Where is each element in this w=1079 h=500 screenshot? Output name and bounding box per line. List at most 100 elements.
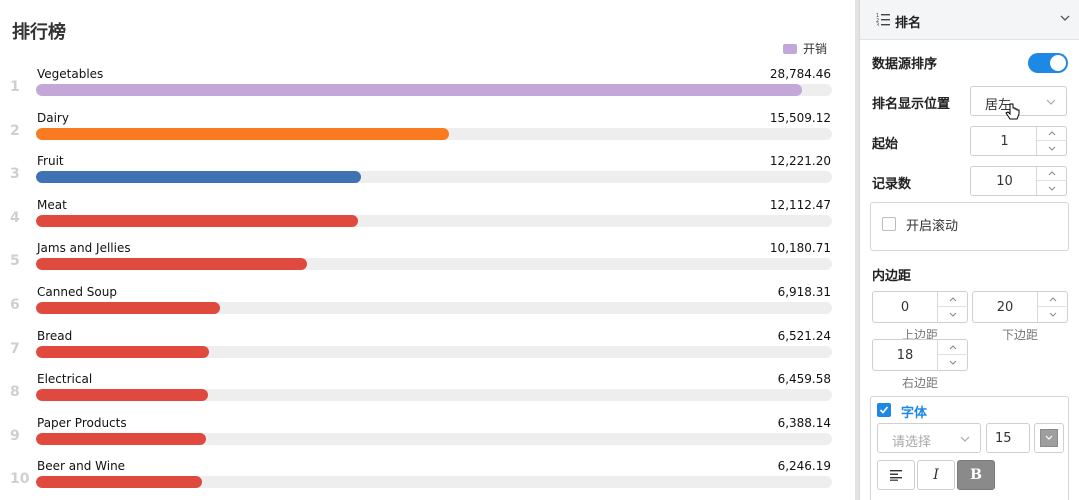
rank-value-label: 6,459.58 bbox=[777, 372, 831, 387]
bar-track bbox=[36, 127, 832, 140]
ranking-section-header[interactable]: 1 2 3 排名 bbox=[860, 0, 1079, 40]
rank-number: 10 bbox=[10, 471, 30, 488]
bar-track bbox=[36, 258, 832, 271]
padding-top-stepper[interactable]: 0 bbox=[872, 291, 968, 323]
increment-button[interactable] bbox=[938, 340, 968, 355]
increment-button[interactable] bbox=[1037, 127, 1067, 141]
font-family-placeholder: 请选择 bbox=[892, 435, 932, 450]
bar-fill[interactable] bbox=[36, 389, 208, 402]
bar-fill[interactable] bbox=[36, 258, 307, 271]
padding-bottom-stepper[interactable]: 20 bbox=[972, 291, 1068, 323]
decrement-button[interactable] bbox=[938, 307, 968, 322]
rank-category-label: Vegetables bbox=[37, 67, 104, 81]
chart-legend[interactable]: 开销 bbox=[782, 40, 827, 57]
svg-text:1: 1 bbox=[876, 13, 879, 19]
rank-category-label: Beer and Wine bbox=[37, 459, 126, 474]
pointer-cursor-icon bbox=[1005, 103, 1020, 120]
font-options-box: 字体 请选择 15 I B bbox=[870, 396, 1069, 500]
padding-bottom-value: 20 bbox=[996, 299, 1014, 315]
stepper-buttons bbox=[937, 292, 968, 322]
font-color-picker[interactable] bbox=[1034, 423, 1064, 453]
rank-row: 5 Jams and Jellies 10,180.71 bbox=[0, 241, 855, 285]
rank-value-label: 6,521.24 bbox=[777, 328, 831, 343]
bold-button[interactable]: B bbox=[957, 460, 995, 490]
bar-track bbox=[36, 302, 832, 314]
svg-text:2: 2 bbox=[876, 18, 879, 24]
start-stepper[interactable]: 1 bbox=[970, 126, 1067, 156]
rank-number: 3 bbox=[10, 166, 20, 183]
decrement-button[interactable] bbox=[1038, 307, 1068, 322]
padding-top-value: 0 bbox=[900, 299, 910, 315]
chevron-up-icon bbox=[1048, 171, 1056, 176]
bar-fill[interactable] bbox=[36, 127, 449, 140]
rank-number: 4 bbox=[10, 209, 20, 226]
bar-track bbox=[36, 389, 832, 402]
stepper-buttons bbox=[1036, 127, 1067, 155]
bar-fill[interactable] bbox=[36, 84, 802, 96]
chart-title: 排行榜 bbox=[12, 22, 66, 43]
padding-label: 内边距 bbox=[872, 269, 912, 284]
settings-panel: 1 2 3 排名 数据源排序 排名显示位置 居左 起始 1 记 bbox=[859, 0, 1079, 500]
stepper-buttons bbox=[1037, 292, 1068, 322]
increment-button[interactable] bbox=[1038, 292, 1068, 307]
scroll-options-box: 开启滚动 bbox=[870, 202, 1069, 251]
rank-value-label: 12,221.20 bbox=[769, 154, 831, 169]
font-family-select[interactable]: 请选择 bbox=[877, 423, 981, 453]
toggle-knob bbox=[1050, 55, 1066, 71]
legend-swatch bbox=[782, 43, 797, 54]
bar-track bbox=[36, 432, 832, 445]
rank-number: 7 bbox=[10, 340, 20, 357]
rank-category-label: Jams and Jellies bbox=[37, 241, 131, 256]
increment-button[interactable] bbox=[938, 292, 968, 307]
rank-row: 2 Dairy 15,509.12 bbox=[0, 111, 855, 155]
bar-fill[interactable] bbox=[36, 432, 206, 445]
check-icon bbox=[879, 406, 889, 414]
bar-track bbox=[36, 345, 832, 358]
rank-position-select[interactable]: 居左 bbox=[970, 86, 1067, 116]
bar-fill[interactable] bbox=[36, 171, 361, 184]
bar-track bbox=[36, 84, 832, 96]
rank-number: 2 bbox=[10, 122, 20, 139]
font-size-input[interactable]: 15 bbox=[986, 423, 1030, 453]
stepper-buttons bbox=[1036, 167, 1067, 195]
decrement-button[interactable] bbox=[1037, 181, 1067, 195]
bar-fill[interactable] bbox=[36, 302, 220, 314]
rank-category-label: Paper Products bbox=[37, 415, 127, 430]
italic-button[interactable]: I bbox=[917, 460, 955, 490]
rank-category-label: Canned Soup bbox=[37, 285, 117, 299]
chevron-down-icon[interactable] bbox=[1060, 13, 1070, 23]
color-picker-icon bbox=[1040, 429, 1058, 447]
rank-row: 4 Meat 12,112.47 bbox=[0, 198, 855, 242]
rank-value-label: 6,388.14 bbox=[777, 415, 831, 430]
data-source-sort-toggle[interactable] bbox=[1028, 53, 1068, 73]
bar-fill[interactable] bbox=[36, 214, 358, 227]
scroll-checkbox[interactable] bbox=[882, 217, 896, 231]
ranking-chart: 排行榜 开销 1 Vegetables 28,784.46 2 Dairy 15,509.… bbox=[0, 22, 855, 489]
bar-fill[interactable] bbox=[36, 476, 202, 489]
decrement-button[interactable] bbox=[1037, 141, 1067, 155]
padding-right-stepper[interactable]: 18 bbox=[872, 339, 968, 371]
chevron-down-icon bbox=[960, 436, 970, 442]
record-count-stepper[interactable]: 10 bbox=[970, 166, 1067, 196]
bar-track bbox=[36, 476, 832, 489]
panel-divider[interactable] bbox=[855, 0, 859, 500]
rank-category-label: Fruit bbox=[37, 154, 64, 169]
section-title: 排名 bbox=[895, 16, 922, 31]
chevron-down-icon bbox=[1046, 99, 1056, 105]
rank-number: 1 bbox=[10, 79, 20, 95]
bar-fill[interactable] bbox=[36, 345, 209, 358]
rank-value-label: 12,112.47 bbox=[769, 197, 831, 212]
chevron-up-icon bbox=[949, 344, 957, 349]
padding-right-caption: 右边距 bbox=[901, 376, 938, 390]
decrement-button[interactable] bbox=[938, 355, 968, 370]
rank-value-label: 15,509.12 bbox=[769, 110, 831, 125]
font-checkbox[interactable] bbox=[877, 403, 891, 417]
increment-button[interactable] bbox=[1037, 167, 1067, 181]
rank-category-label: Electrical bbox=[37, 372, 93, 387]
chevron-up-icon bbox=[1048, 131, 1056, 136]
record-count-label: 记录数 bbox=[872, 177, 912, 192]
chevron-down-icon bbox=[1049, 312, 1057, 317]
chevron-up-icon bbox=[1049, 296, 1057, 301]
chevron-down-icon bbox=[949, 360, 957, 365]
align-left-button[interactable] bbox=[877, 460, 915, 490]
